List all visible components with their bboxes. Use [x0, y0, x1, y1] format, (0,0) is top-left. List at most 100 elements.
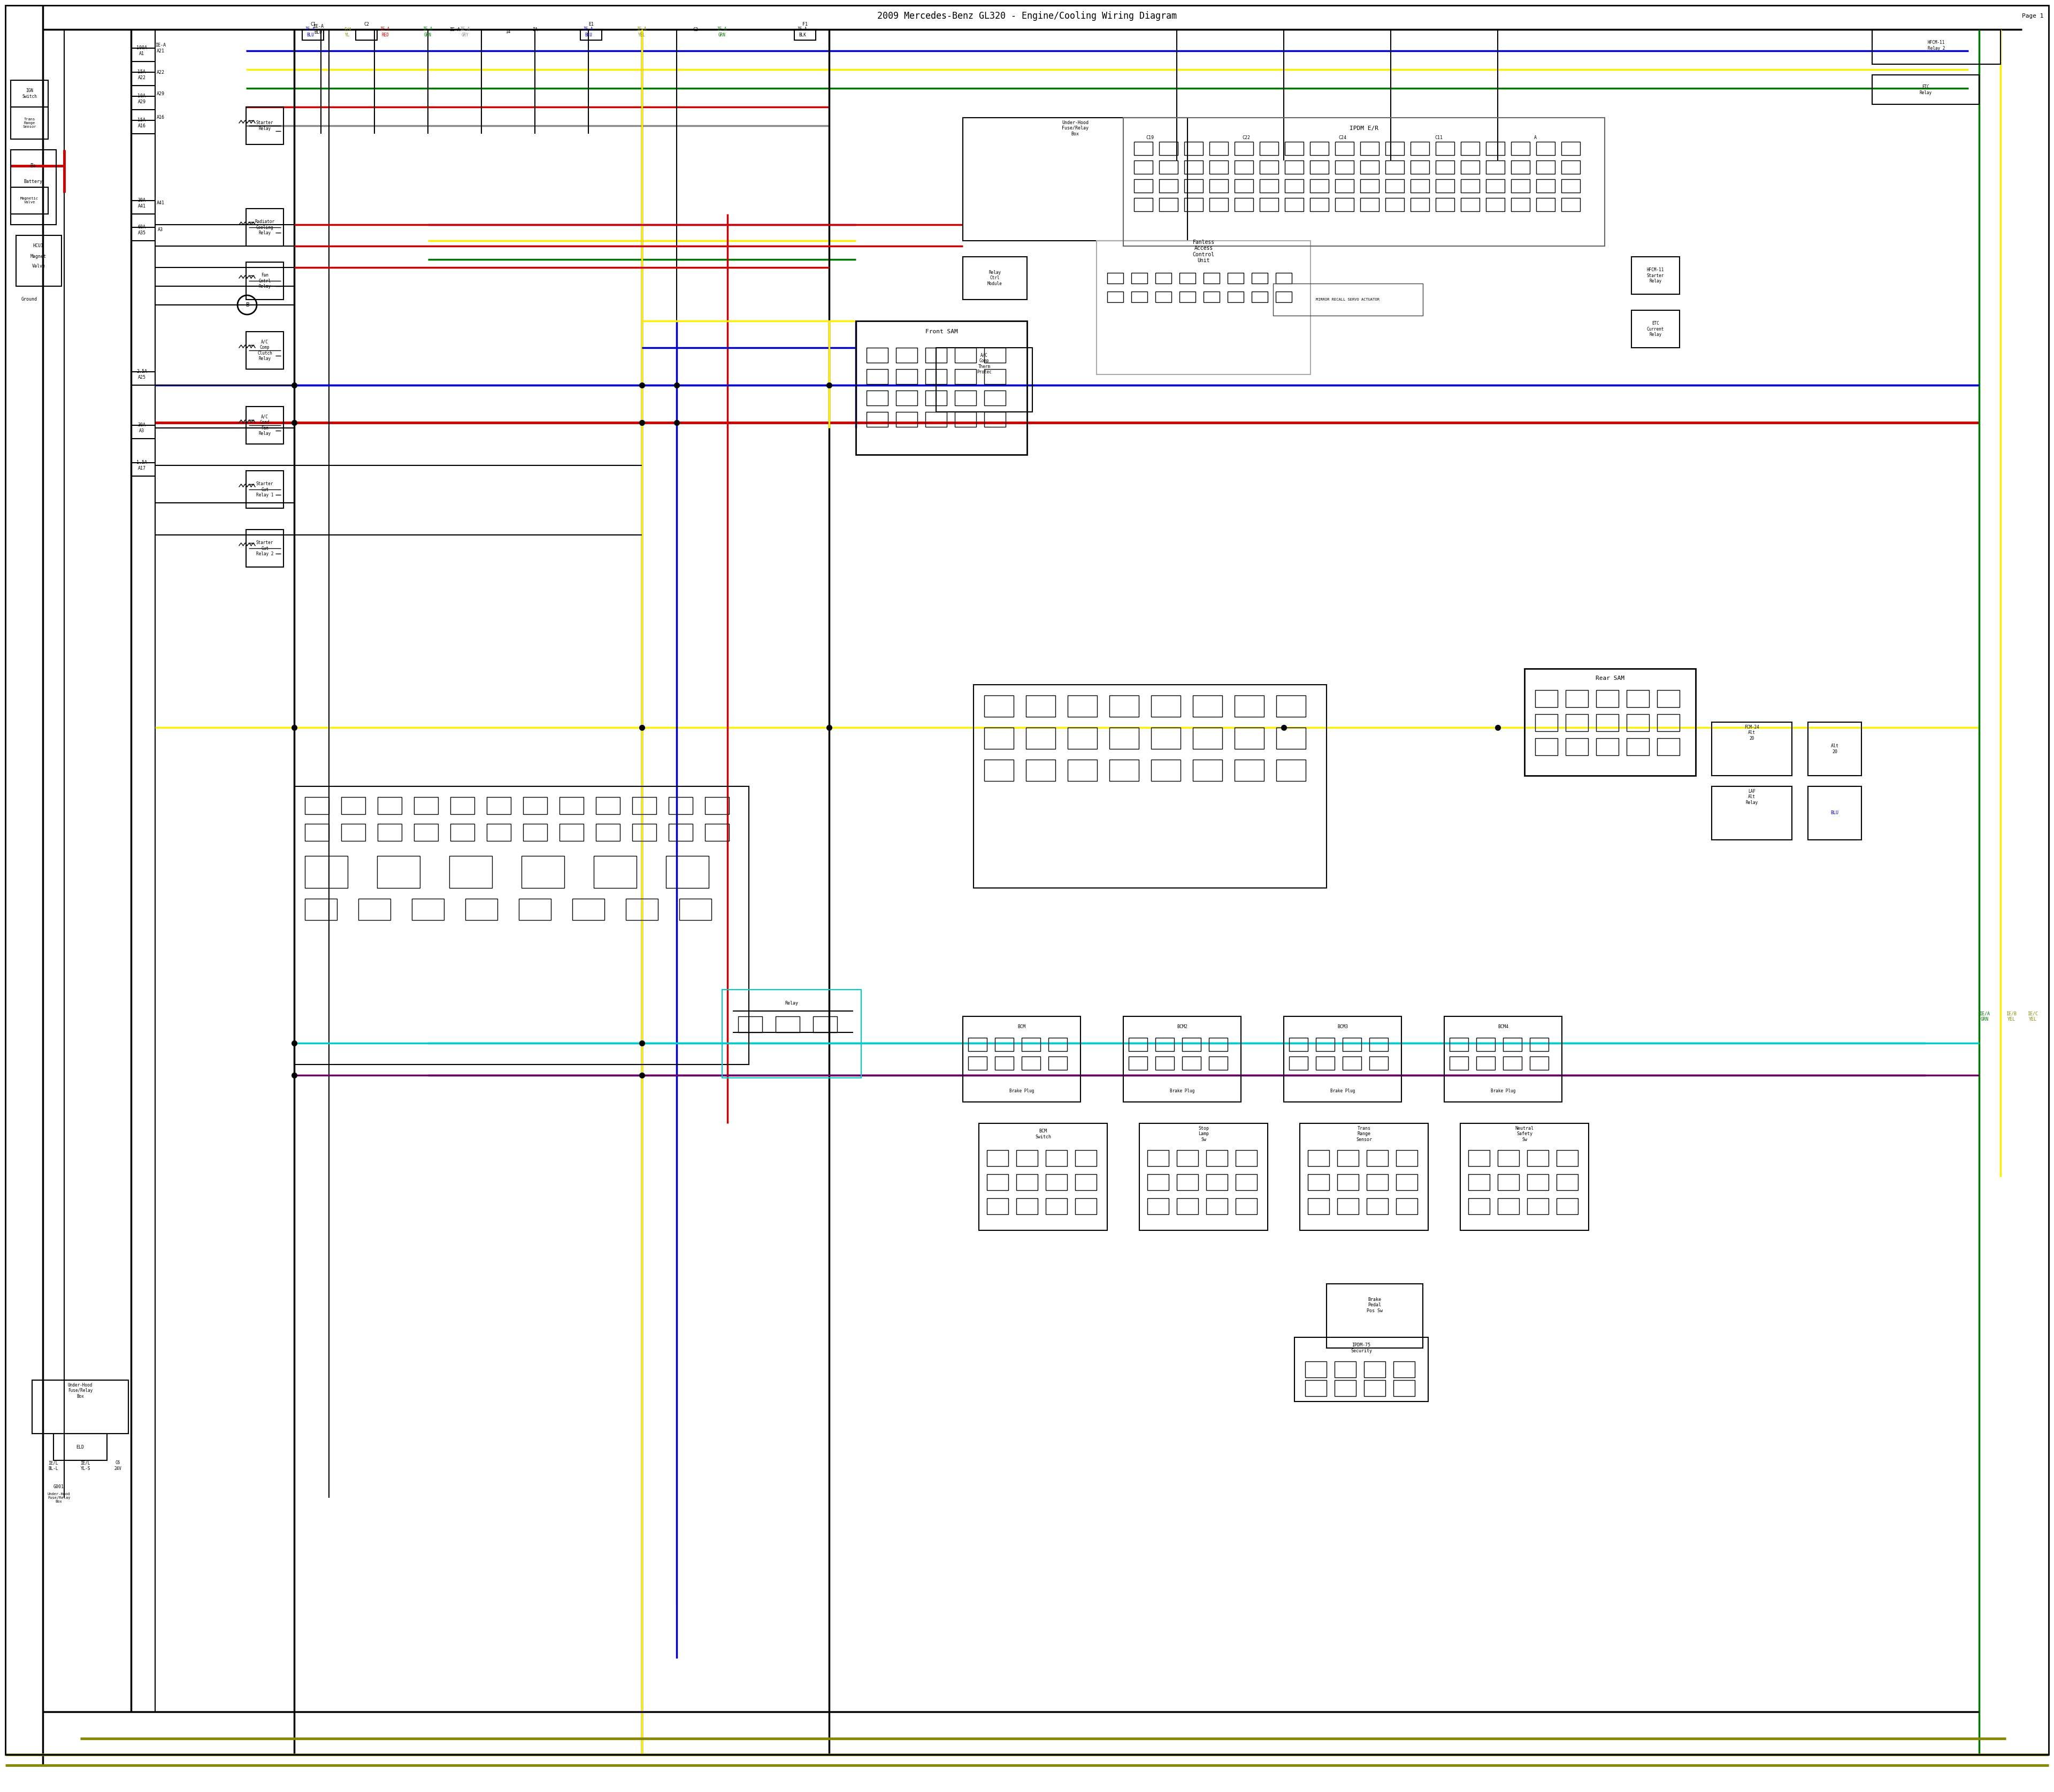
Bar: [1596, 738, 1619, 754]
Text: IGN
Switch: IGN Switch: [23, 88, 37, 99]
Bar: [1557, 1199, 1577, 1215]
Bar: [246, 208, 283, 246]
Bar: [1871, 29, 2001, 65]
Bar: [1045, 1174, 1068, 1190]
Text: 100A
A1: 100A A1: [136, 45, 148, 56]
Text: Starter
Cut
Relay 1: Starter Cut Relay 1: [257, 482, 273, 498]
Text: Trans
Range
Sensor: Trans Range Sensor: [23, 118, 37, 129]
Text: Radiator
Cooling
Relay: Radiator Cooling Relay: [255, 219, 275, 235]
Bar: [1397, 1174, 1417, 1190]
Bar: [1436, 142, 1454, 156]
Bar: [1134, 197, 1152, 211]
Bar: [1068, 695, 1097, 717]
Bar: [1450, 1038, 1469, 1052]
Bar: [1132, 272, 1148, 283]
Text: IE-A
BLU: IE-A BLU: [306, 27, 314, 38]
Bar: [1343, 1057, 1362, 1070]
Bar: [994, 1057, 1013, 1070]
Bar: [1436, 161, 1454, 174]
Bar: [1273, 283, 1423, 315]
Bar: [1154, 272, 1171, 283]
Bar: [1158, 142, 1177, 156]
Bar: [986, 1174, 1009, 1190]
Bar: [594, 857, 637, 889]
Bar: [1596, 715, 1619, 731]
Bar: [963, 1016, 1080, 1102]
Text: C6
24V: C6 24V: [113, 1460, 121, 1471]
Text: 30A
A3: 30A A3: [138, 423, 146, 434]
Bar: [1251, 272, 1267, 283]
Text: C24: C24: [1339, 136, 1347, 140]
Bar: [1485, 142, 1506, 156]
Bar: [1210, 142, 1228, 156]
Bar: [705, 797, 729, 814]
Bar: [378, 797, 403, 814]
Bar: [1025, 728, 1056, 749]
Text: IE/L
YL-S: IE/L YL-S: [80, 1460, 90, 1471]
Bar: [1370, 1038, 1389, 1052]
Text: C1: C1: [310, 22, 316, 27]
Text: Alt
20: Alt 20: [1830, 744, 1838, 754]
Bar: [466, 898, 497, 919]
Bar: [1460, 179, 1479, 192]
Bar: [1158, 179, 1177, 192]
Text: IE/C
YEL: IE/C YEL: [2027, 1011, 2038, 1021]
Bar: [1631, 310, 1680, 348]
Bar: [1045, 1150, 1068, 1167]
Bar: [1536, 179, 1555, 192]
Bar: [524, 797, 546, 814]
Bar: [246, 471, 283, 509]
Bar: [1631, 256, 1680, 294]
Text: IE-A
BLK: IE-A BLK: [797, 27, 807, 38]
Text: 60A
A35: 60A A35: [138, 224, 146, 235]
Text: Ground: Ground: [21, 297, 37, 303]
Bar: [1335, 142, 1354, 156]
Bar: [984, 728, 1013, 749]
Bar: [1134, 179, 1152, 192]
Bar: [1310, 197, 1329, 211]
Bar: [1335, 161, 1354, 174]
Bar: [1124, 118, 1604, 246]
Bar: [1179, 292, 1195, 303]
Bar: [1477, 1038, 1495, 1052]
Bar: [1154, 1057, 1175, 1070]
Bar: [896, 348, 918, 362]
Bar: [1337, 1199, 1358, 1215]
Bar: [1512, 197, 1530, 211]
Text: Magnetic
Valve: Magnetic Valve: [21, 197, 39, 204]
Bar: [1228, 292, 1243, 303]
Bar: [415, 797, 438, 814]
Text: G001: G001: [53, 1486, 64, 1489]
Bar: [963, 118, 1187, 240]
Bar: [1384, 161, 1405, 174]
Bar: [1286, 197, 1304, 211]
Text: 2009 Mercedes-Benz GL320 - Engine/Cooling Wiring Diagram: 2009 Mercedes-Benz GL320 - Engine/Coolin…: [877, 11, 1177, 22]
Bar: [1485, 197, 1506, 211]
Bar: [984, 412, 1006, 426]
Bar: [1048, 1057, 1068, 1070]
Text: Fan
Cntrl
Relay: Fan Cntrl Relay: [259, 272, 271, 289]
Bar: [1206, 1199, 1228, 1215]
Bar: [776, 1016, 799, 1032]
Bar: [1485, 179, 1506, 192]
Text: IA: IA: [532, 27, 538, 32]
Bar: [1097, 240, 1310, 375]
Bar: [522, 857, 565, 889]
Bar: [1237, 1199, 1257, 1215]
Bar: [357, 898, 390, 919]
Bar: [955, 369, 976, 383]
Text: Relay: Relay: [785, 1000, 799, 1005]
Text: IE/A
GRN: IE/A GRN: [1980, 1011, 1990, 1021]
Text: A/C
Cond
Fan
Relay: A/C Cond Fan Relay: [259, 414, 271, 435]
Bar: [1150, 695, 1181, 717]
Bar: [1497, 1174, 1520, 1190]
Bar: [1109, 760, 1138, 781]
Bar: [1504, 1057, 1522, 1070]
Bar: [1469, 1150, 1489, 1167]
Bar: [294, 787, 750, 1064]
Bar: [1237, 1150, 1257, 1167]
Text: IE-A
YEL: IE-A YEL: [637, 27, 647, 38]
Bar: [1469, 1174, 1489, 1190]
Text: Rear SAM: Rear SAM: [1596, 676, 1625, 681]
Bar: [1411, 161, 1430, 174]
